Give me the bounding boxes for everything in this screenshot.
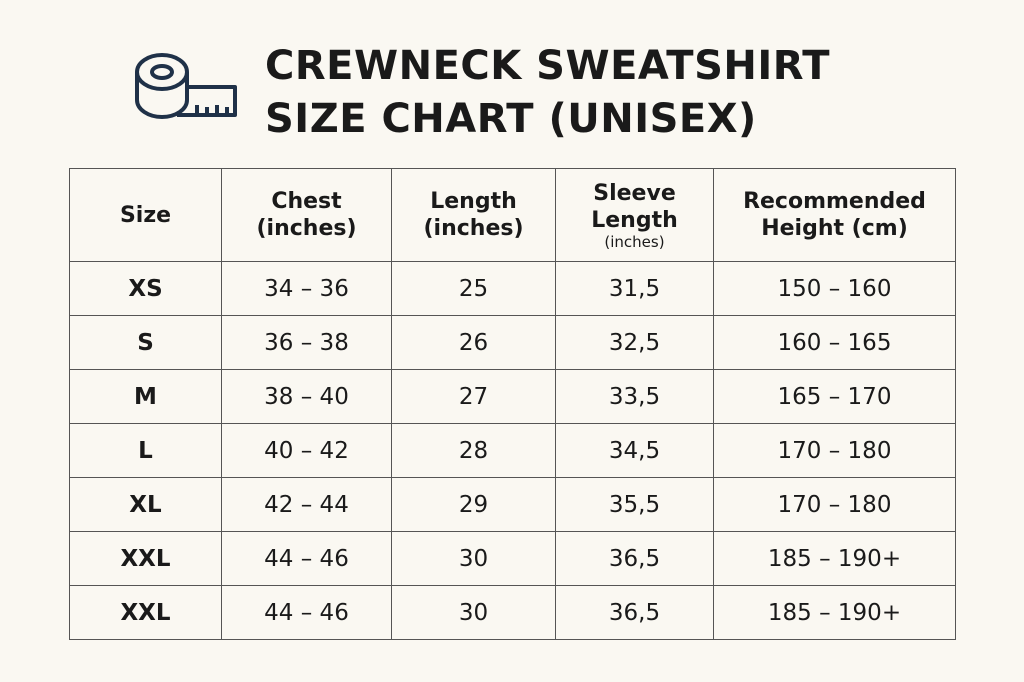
header-line: Height (cm): [761, 216, 908, 241]
table-row: L 40 – 42 28 34,5 170 – 180: [69, 423, 956, 478]
value-cell: 28: [391, 423, 556, 478]
value-cell: 25: [391, 261, 556, 316]
value-cell: 38 – 40: [221, 369, 392, 424]
table-row: XL 42 – 44 29 35,5 170 – 180: [69, 477, 956, 532]
value-cell: 44 – 46: [221, 531, 392, 586]
value-cell: 36 – 38: [221, 315, 392, 370]
size-table: Size Chest (inches) Length (inches) Sleeve Len…: [69, 168, 956, 640]
value-cell: 34,5: [555, 423, 714, 478]
table-row: S 36 – 38 26 32,5 160 – 165: [69, 315, 956, 370]
value-cell: 40 – 42: [221, 423, 392, 478]
table-row: XXL 44 – 46 30 36,5 185 – 190+: [69, 531, 956, 586]
header-line: (inches): [423, 216, 524, 241]
column-header: Sleeve Length (inches): [555, 168, 714, 262]
value-cell: 42 – 44: [221, 477, 392, 532]
value-cell: 185 – 190+: [713, 585, 956, 640]
value-cell: 33,5: [555, 369, 714, 424]
size-cell: M: [69, 369, 222, 424]
table-row: M 38 – 40 27 33,5 165 – 170: [69, 369, 956, 424]
size-cell: S: [69, 315, 222, 370]
header-note: (inches): [604, 233, 665, 251]
header-line: (inches): [256, 216, 357, 241]
value-cell: 160 – 165: [713, 315, 956, 370]
table-row: XS 34 – 36 25 31,5 150 – 160: [69, 261, 956, 316]
column-header: Length (inches): [391, 168, 556, 262]
value-cell: 150 – 160: [713, 261, 956, 316]
size-cell: XXL: [69, 531, 222, 586]
value-cell: 26: [391, 315, 556, 370]
header-line: Sleeve: [593, 181, 676, 206]
value-cell: 44 – 46: [221, 585, 392, 640]
size-cell: XL: [69, 477, 222, 532]
header-line: Size: [119, 202, 172, 228]
size-cell: XS: [69, 261, 222, 316]
value-cell: 170 – 180: [713, 477, 956, 532]
column-header: Chest (inches): [221, 168, 392, 262]
header-line: Length: [430, 189, 517, 214]
table-row: XXL 44 – 46 30 36,5 185 – 190+: [69, 585, 956, 640]
title-line: SIZE CHART (UNISEX): [265, 96, 757, 142]
value-cell: 165 – 170: [713, 369, 956, 424]
title-line: CREWNECK SWEATSHIRT: [265, 43, 831, 89]
value-cell: 29: [391, 477, 556, 532]
value-cell: 185 – 190+: [713, 531, 956, 586]
tape-measure-icon: [135, 53, 237, 119]
header-row: Size Chest (inches) Length (inches) Sleeve Len…: [69, 168, 956, 262]
value-cell: 36,5: [555, 585, 714, 640]
value-cell: 170 – 180: [713, 423, 956, 478]
value-cell: 36,5: [555, 531, 714, 586]
column-header: Recommended Height (cm): [713, 168, 956, 262]
value-cell: 32,5: [555, 315, 714, 370]
value-cell: 30: [391, 531, 556, 586]
header-line: Length: [591, 208, 678, 233]
value-cell: 35,5: [555, 477, 714, 532]
value-cell: 34 – 36: [221, 261, 392, 316]
value-cell: 27: [391, 369, 556, 424]
value-cell: 31,5: [555, 261, 714, 316]
header-line: Chest: [271, 189, 342, 214]
header-line: Recommended: [743, 189, 926, 214]
title: CREWNECK SWEATSHIRT SIZE CHART (UNISEX): [265, 40, 830, 146]
value-cell: 30: [391, 585, 556, 640]
size-cell: XXL: [69, 585, 222, 640]
column-header: Size: [69, 168, 222, 262]
size-cell: L: [69, 423, 222, 478]
